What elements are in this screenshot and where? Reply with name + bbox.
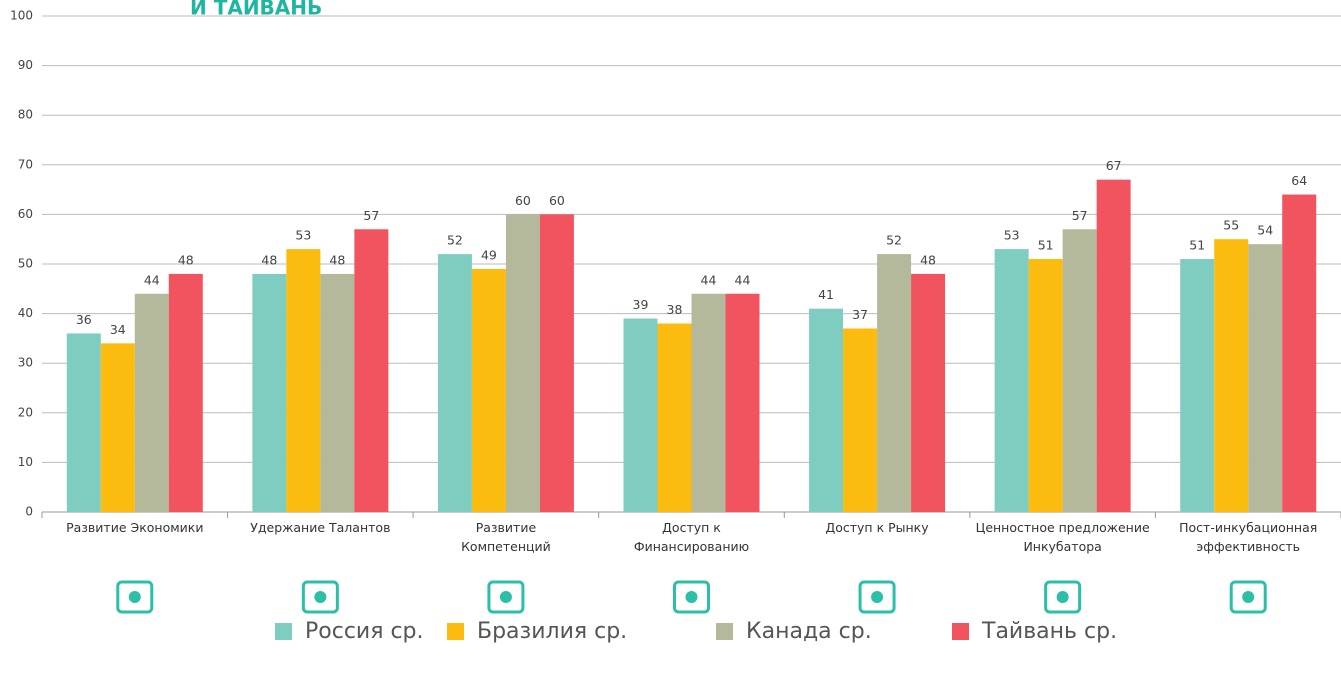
value-label: 37 — [852, 307, 868, 322]
value-label: 36 — [76, 312, 92, 327]
category-icon-dot — [685, 591, 698, 603]
x-tick-label: Доступ к Финансированию — [633, 520, 750, 554]
value-label: 53 — [295, 228, 311, 243]
value-label: 57 — [363, 208, 379, 223]
bar — [354, 229, 389, 512]
value-label: 44 — [144, 272, 160, 287]
y-tick-label: 0 — [25, 505, 33, 519]
category-icon-dot — [499, 591, 512, 603]
value-label: 54 — [1257, 223, 1273, 238]
y-tick-label: 50 — [18, 257, 33, 271]
category-icon — [487, 580, 525, 614]
category-icon — [1229, 580, 1267, 614]
bar — [539, 214, 574, 512]
x-tick-label: Развитие Экономики — [66, 520, 204, 535]
bar — [1214, 239, 1249, 512]
bar — [471, 268, 506, 512]
bar — [1282, 194, 1317, 512]
category-icon-dot — [1242, 591, 1255, 603]
value-label: 60 — [549, 193, 565, 208]
y-tick-label: 80 — [18, 108, 33, 122]
category-icon — [1044, 580, 1082, 614]
bar — [657, 323, 692, 512]
bar — [505, 214, 540, 512]
bar — [623, 318, 658, 512]
value-label: 51 — [1189, 238, 1205, 253]
value-label: 48 — [329, 252, 345, 267]
bar — [843, 328, 878, 512]
value-label: 48 — [178, 252, 194, 267]
category-icon — [858, 580, 896, 614]
bar — [911, 273, 946, 512]
bar — [134, 293, 169, 512]
legend-swatch — [275, 623, 292, 640]
value-label: 67 — [1106, 158, 1122, 173]
category-icon — [673, 580, 710, 614]
legend-label: Бразилия ср. — [477, 619, 627, 644]
y-tick-label: 90 — [18, 58, 33, 72]
bar — [437, 254, 472, 512]
value-label: 41 — [818, 287, 834, 302]
bar — [1096, 179, 1131, 512]
bar — [252, 273, 287, 512]
y-tick-label: 100 — [10, 9, 33, 23]
category-icon-dot — [128, 591, 141, 603]
x-tick-label: Пост-инкубационная эффективность — [1179, 520, 1318, 554]
bar — [725, 293, 760, 512]
y-tick-label: 70 — [18, 157, 33, 171]
bar — [66, 333, 101, 512]
y-tick-label: 30 — [18, 356, 33, 370]
value-label: 51 — [1038, 238, 1054, 253]
value-label: 55 — [1223, 218, 1239, 233]
bar — [1062, 229, 1097, 512]
value-label: 52 — [886, 233, 902, 248]
legend-label: Тайвань ср. — [981, 619, 1117, 644]
legend-label: Россия ср. — [305, 619, 424, 644]
value-label: 48 — [920, 252, 936, 267]
bar — [1248, 244, 1283, 512]
legend-swatch — [447, 623, 464, 640]
value-label: 53 — [1004, 228, 1020, 243]
bar — [100, 343, 135, 512]
value-label: 60 — [515, 193, 531, 208]
value-label: 39 — [633, 297, 649, 312]
category-icon-dot — [314, 591, 327, 603]
value-label: 38 — [667, 302, 683, 317]
value-label: 44 — [701, 272, 717, 287]
chart-title: И ТАЙВАНЬ — [190, 0, 322, 20]
value-label: 52 — [447, 233, 463, 248]
y-tick-label: 10 — [18, 455, 33, 469]
category-icon-dot — [1056, 591, 1069, 603]
legend-label: Канада ср. — [746, 619, 872, 644]
value-label: 57 — [1072, 208, 1088, 223]
bar — [1180, 259, 1215, 512]
y-tick-label: 40 — [18, 306, 33, 320]
bar — [168, 273, 203, 512]
bar — [320, 273, 355, 512]
value-label: 48 — [261, 252, 277, 267]
value-label: 49 — [481, 247, 497, 262]
y-tick-label: 60 — [18, 207, 33, 221]
y-tick-label: 20 — [18, 405, 33, 419]
x-tick-label: Развитие Компетенций — [461, 520, 551, 554]
bar — [691, 293, 726, 512]
category-icon-dot — [871, 591, 884, 603]
category-icon — [116, 580, 154, 614]
legend-swatch — [716, 623, 733, 640]
value-label: 44 — [735, 272, 751, 287]
bar — [994, 249, 1029, 512]
bar — [809, 308, 844, 512]
bar — [1028, 259, 1063, 512]
x-tick-label: Ценностное предложение Инкубатора — [975, 520, 1150, 554]
x-tick-label: Удержание Талантов — [250, 520, 391, 535]
value-label: 64 — [1291, 173, 1307, 188]
x-tick-label: Доступ к Рынку — [825, 520, 929, 535]
value-label: 34 — [110, 322, 126, 337]
legend-swatch — [952, 623, 969, 640]
bar — [877, 254, 912, 512]
category-icon — [301, 580, 339, 614]
bar — [286, 249, 321, 512]
